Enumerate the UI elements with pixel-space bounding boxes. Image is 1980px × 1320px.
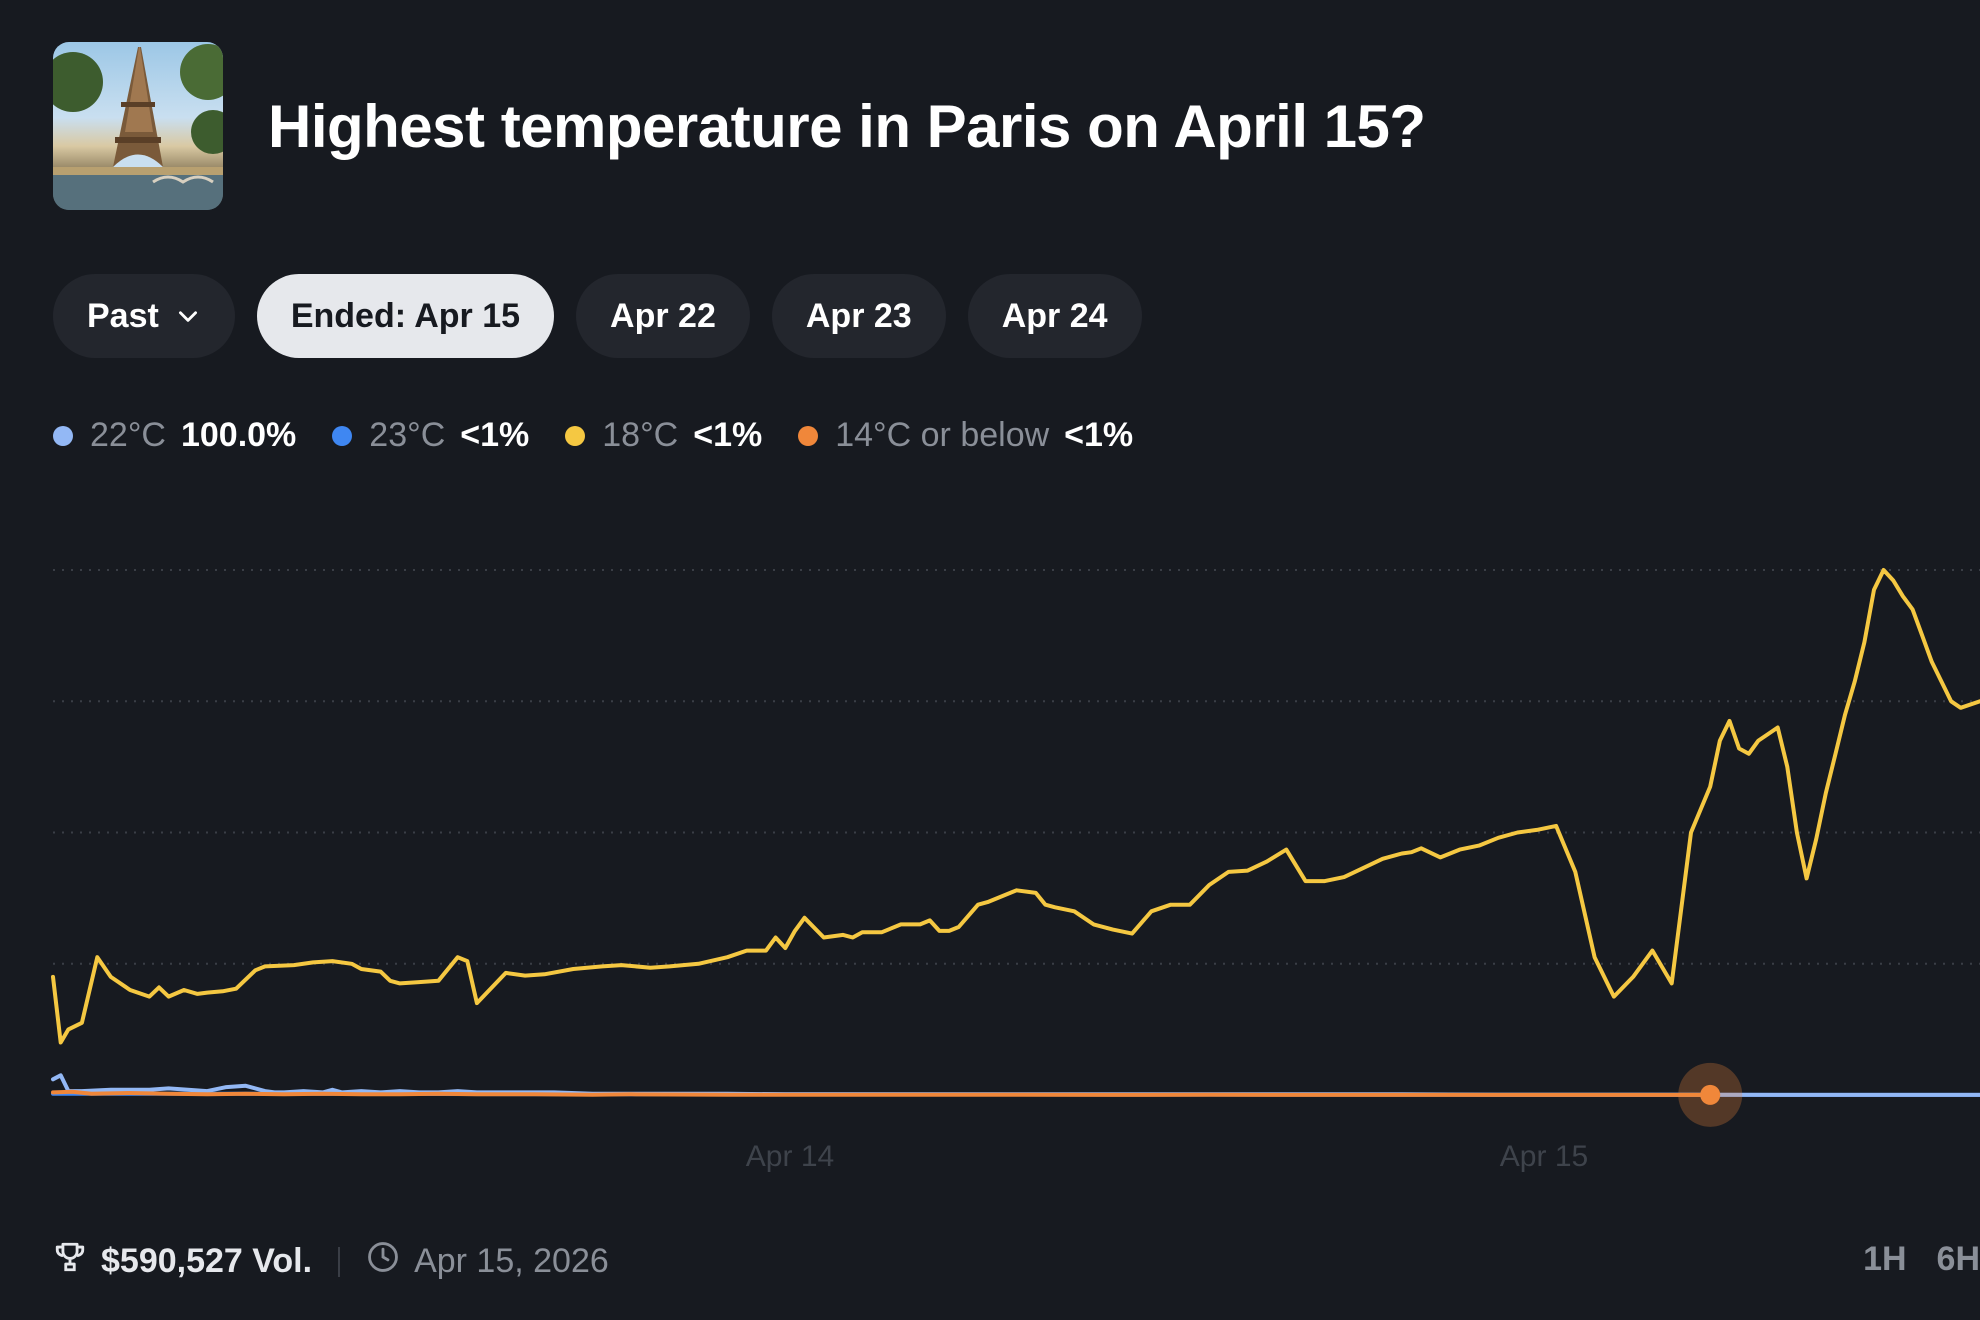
- legend-label: 14°C or below: [835, 416, 1050, 454]
- chart-grid: [53, 569, 1980, 965]
- legend-dot-22c: [53, 425, 73, 446]
- legend-dot-23c: [332, 425, 353, 446]
- trophy-icon: [53, 1240, 87, 1283]
- tab-ended-apr-15[interactable]: Ended: Apr 15: [256, 274, 555, 358]
- eiffel-tower-image: [53, 42, 223, 210]
- volume-text: $590,527 Vol.: [101, 1242, 313, 1280]
- chart-marker: [1678, 1062, 1743, 1127]
- legend-item-14c-or-below: 14°C or below <1%: [798, 416, 1133, 455]
- legend-value: <1%: [693, 416, 763, 454]
- legend-label: 23°C: [369, 416, 446, 454]
- past-dropdown-button[interactable]: Past: [53, 274, 235, 358]
- legend-dot-14c: [798, 425, 819, 446]
- market-footer: $590,527 Vol. Apr 15, 2026: [53, 1240, 609, 1283]
- tab-apr-24[interactable]: Apr 24: [967, 274, 1142, 358]
- market-header: Highest temperature in Paris on April 15…: [53, 42, 1426, 210]
- chart-legend: 22°C 100.0% 23°C <1% 18°C <1% 14°C or be…: [53, 416, 1133, 455]
- past-label: Past: [87, 296, 159, 335]
- legend-value: 100.0%: [180, 416, 297, 454]
- series-line-18-c: [51, 568, 1980, 1045]
- range-6h-button[interactable]: 6H: [1936, 1240, 1980, 1278]
- legend-dot-18c: [565, 425, 586, 446]
- end-date-text: Apr 15, 2026: [414, 1242, 609, 1280]
- legend-item-18c: 18°C <1%: [565, 416, 762, 455]
- time-range-selector: 1H 6H: [1863, 1240, 1980, 1279]
- date-tabs: Past Ended: Apr 15 Apr 22 Apr 23 Apr 24: [53, 274, 1142, 358]
- chart-lines: [51, 568, 1980, 1097]
- series-line-14-c-or-below: [51, 1089, 1713, 1097]
- footer-divider: [338, 1246, 341, 1277]
- chevron-down-icon: [175, 303, 201, 329]
- legend-label: 18°C: [602, 416, 679, 454]
- tab-apr-23[interactable]: Apr 23: [771, 274, 946, 358]
- clock-icon: [366, 1240, 400, 1283]
- market-title: Highest temperature in Paris on April 15…: [268, 92, 1426, 160]
- range-1h-button[interactable]: 1H: [1863, 1240, 1907, 1278]
- legend-item-23c: 23°C <1%: [332, 416, 529, 455]
- legend-value: <1%: [460, 416, 530, 454]
- legend-value: <1%: [1064, 416, 1134, 454]
- marker-dot: [1700, 1084, 1721, 1105]
- legend-label: 22°C: [90, 416, 166, 454]
- x-tick-label-apr-15: Apr 15: [1500, 1140, 1588, 1173]
- price-chart[interactable]: Apr 14 Apr 15: [0, 520, 1980, 1180]
- tab-apr-22[interactable]: Apr 22: [576, 274, 750, 358]
- x-tick-label-apr-14: Apr 14: [746, 1140, 834, 1173]
- legend-item-22c: 22°C 100.0%: [53, 416, 296, 455]
